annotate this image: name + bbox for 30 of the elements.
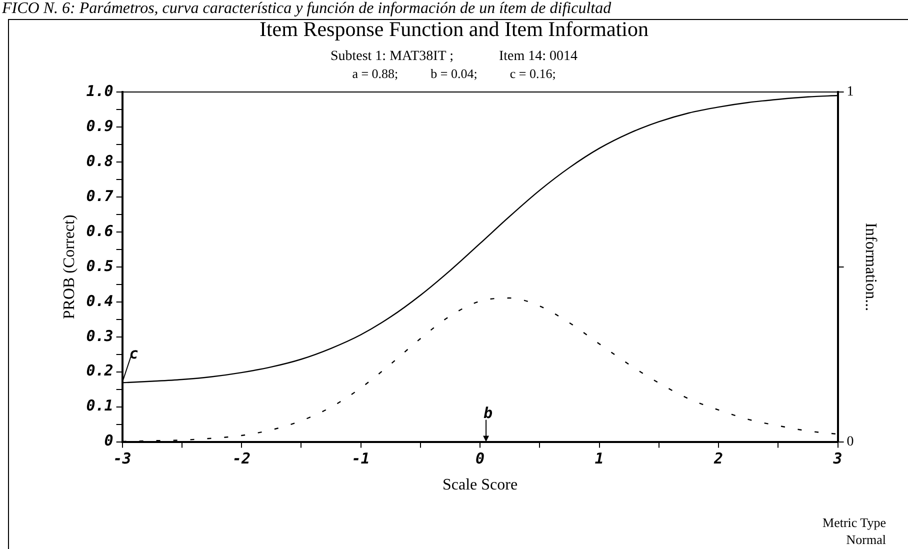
- x-tick-label: -3: [113, 450, 132, 468]
- y-tick-label: 0: [104, 432, 114, 450]
- y2-tick-label: 0: [846, 434, 854, 450]
- y-tick-label: 0.9: [86, 116, 114, 135]
- annotation: b: [484, 404, 493, 422]
- y-tick-label: 0.7: [86, 186, 114, 205]
- y-tick-label: 0.5: [86, 256, 114, 275]
- y-axis-title: PROB (Correct): [60, 214, 78, 320]
- y2-axis-title: Information...: [862, 222, 880, 312]
- x-tick-label: -2: [232, 450, 251, 468]
- x-tick-label: 0: [476, 450, 485, 468]
- y-tick-label: 0.2: [86, 362, 114, 380]
- text: Metric Type: [822, 515, 886, 531]
- chart-title: Item Response Function and Item Information: [258, 17, 650, 42]
- text: a = 0.88; b = 0.04; c = 0.16;: [351, 66, 557, 82]
- x-axis-title: Scale Score: [442, 476, 518, 494]
- x-tick-label: 2: [713, 450, 724, 468]
- text: Normal: [846, 532, 886, 548]
- y2-tick-label: 1: [846, 84, 854, 100]
- y-tick-label: 0.3: [86, 326, 114, 345]
- x-tick-label: -1: [352, 450, 370, 468]
- chart-subtitle: Subtest 1: MAT38IT ; Item 14: 0014: [329, 49, 579, 65]
- y-tick-label: 1.0: [86, 82, 114, 100]
- y-tick-label: 0.6: [86, 222, 114, 240]
- y-tick-label: 0.4: [86, 292, 114, 310]
- x-tick-label: 3: [832, 450, 842, 468]
- x-tick-label: 1: [594, 450, 604, 468]
- y-tick-label: 0.8: [86, 152, 114, 170]
- text: FICO N. 6: Parámetros, curva característica y función de información de un ítem de dificultad: [2, 0, 612, 18]
- y-tick-label: 0.1: [86, 396, 114, 415]
